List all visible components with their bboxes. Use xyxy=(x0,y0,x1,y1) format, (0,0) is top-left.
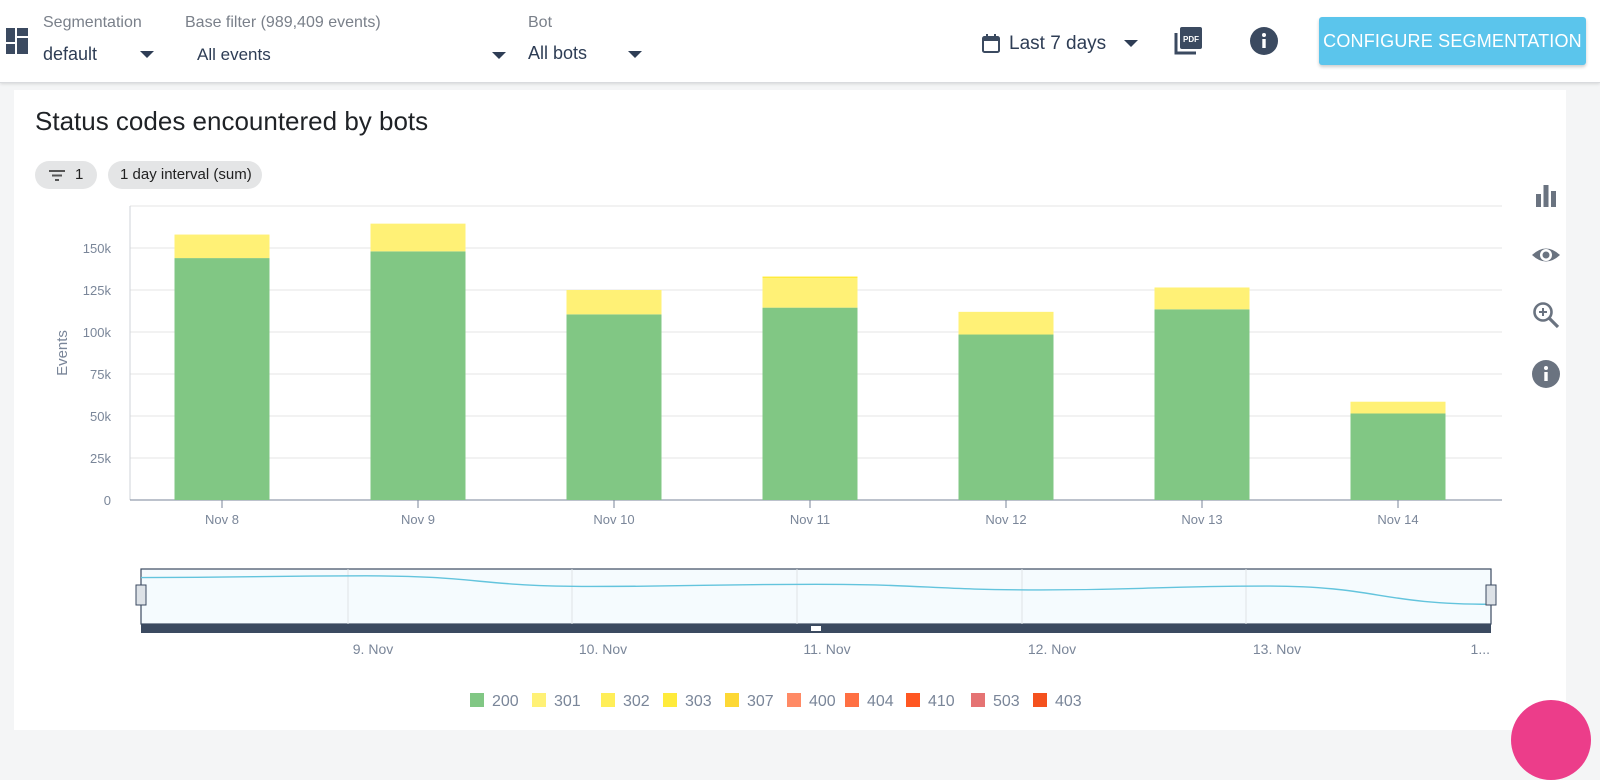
interval-chip[interactable]: 1 day interval (sum) xyxy=(108,161,262,189)
calendar-icon[interactable] xyxy=(982,34,1000,53)
filter-icon xyxy=(49,170,65,181)
eye-icon[interactable] xyxy=(1531,240,1561,270)
chart-info-icon[interactable] xyxy=(1531,359,1561,389)
bar-chart-icon[interactable] xyxy=(1531,181,1561,211)
base-filter-chevron-icon[interactable] xyxy=(492,52,506,59)
configure-segmentation-button[interactable]: CONFIGURE SEGMENTATION xyxy=(1319,17,1586,65)
bot-chevron-icon[interactable] xyxy=(628,51,642,58)
base-filter-select[interactable]: All events xyxy=(197,45,271,64)
pdf-icon[interactable]: PDF xyxy=(1174,27,1202,55)
bot-label: Bot xyxy=(528,14,553,31)
info-icon[interactable] xyxy=(1250,27,1278,55)
date-range-chevron-icon[interactable] xyxy=(1124,40,1138,47)
dashboard-icon[interactable] xyxy=(6,28,28,54)
zoom-in-icon[interactable] xyxy=(1531,300,1561,330)
chat-fab-button[interactable] xyxy=(1511,700,1591,780)
date-range-select[interactable]: Last 7 days xyxy=(1009,33,1107,54)
toolbar: Segmentation default Base filter (989,40… xyxy=(0,0,1600,83)
svg-text:PDF: PDF xyxy=(1183,35,1199,44)
base-filter-label: Base filter (989,409 events) xyxy=(185,14,381,31)
filter-count: 1 xyxy=(75,166,84,183)
segmentation-chevron-icon[interactable] xyxy=(140,51,154,58)
segmentation-label: Segmentation xyxy=(43,14,142,31)
bot-select[interactable]: All bots xyxy=(528,43,588,63)
page-title: Status codes encountered by bots xyxy=(35,106,429,136)
filter-chip[interactable]: 1 xyxy=(35,161,97,189)
segmentation-select[interactable]: default xyxy=(43,44,98,64)
